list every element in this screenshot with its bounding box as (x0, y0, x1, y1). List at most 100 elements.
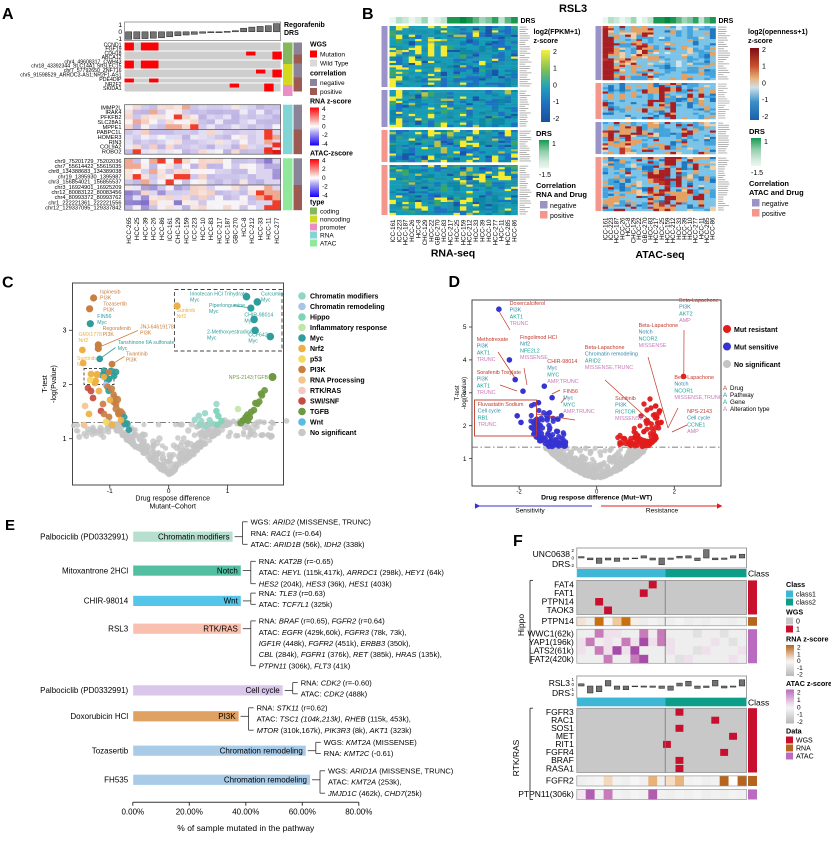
svg-text:ICC-161: ICC-161 (167, 217, 174, 241)
svg-text:1: 1 (463, 456, 467, 463)
svg-text:Regorafenib: Regorafenib (284, 22, 325, 29)
svg-text:HCC-217: HCC-217 (216, 217, 223, 244)
svg-text:z-score: z-score (534, 38, 559, 45)
svg-text:-2: -2 (322, 132, 328, 139)
svg-text:Nrf2: Nrf2 (310, 346, 324, 353)
svg-text:T-test: T-test (42, 375, 49, 393)
svg-text:No significant: No significant (310, 430, 357, 437)
svg-text:WGS: WGS (310, 42, 327, 49)
svg-text:z-score: z-score (748, 38, 773, 45)
svg-text:positive: positive (320, 89, 342, 96)
svg-text:Nrf2: Nrf2 (177, 314, 187, 320)
svg-text:Myc: Myc (310, 336, 324, 343)
svg-text:RNA: RNA (320, 233, 334, 240)
svg-text:type: type (310, 200, 325, 207)
svg-text:PI3K: PI3K (126, 358, 138, 364)
svg-text:Nrf2: Nrf2 (77, 362, 87, 368)
svg-text:2: 2 (553, 49, 557, 56)
svg-text:-1.5: -1.5 (539, 172, 551, 179)
svg-text:1: 1 (226, 488, 230, 495)
svg-text:0: 0 (118, 29, 122, 36)
svg-text:NPS-2143;TGFB: NPS-2143;TGFB (229, 375, 269, 381)
svg-text:RSL3: RSL3 (559, 3, 587, 15)
svg-text:HCC-25: HCC-25 (134, 217, 141, 240)
svg-text:-2: -2 (322, 184, 328, 191)
svg-text:4: 4 (463, 357, 467, 364)
svg-text:4: 4 (322, 106, 326, 113)
svg-text:ATAC and Drug: ATAC and Drug (749, 188, 804, 197)
svg-text:HCC-8: HCC-8 (241, 217, 248, 237)
svg-text:5: 5 (463, 324, 467, 331)
svg-text:HCC-11: HCC-11 (266, 217, 273, 240)
svg-text:ATAC-zscore: ATAC-zscore (310, 151, 353, 158)
svg-text:Correlation: Correlation (536, 181, 576, 190)
svg-text:Wnt: Wnt (310, 420, 324, 427)
svg-text:Myc: Myc (209, 309, 219, 315)
svg-text:Chromatin remodeling: Chromatin remodeling (310, 304, 385, 311)
svg-text:-4: -4 (322, 192, 328, 199)
svg-text:log2(FPKM+1): log2(FPKM+1) (534, 29, 581, 36)
svg-text:HCC-39: HCC-39 (142, 217, 149, 240)
svg-text:SKIDA1: SKIDA1 (103, 86, 122, 92)
svg-text:4: 4 (322, 158, 326, 165)
svg-text:Mutation: Mutation (320, 52, 345, 59)
svg-text:DRS: DRS (719, 18, 734, 25)
svg-text:noncoding: noncoding (320, 217, 350, 224)
svg-text:HCC-86: HCC-86 (159, 217, 166, 240)
svg-text:-2: -2 (762, 114, 768, 121)
svg-text:2: 2 (322, 115, 326, 122)
svg-text:B: B (362, 6, 374, 23)
svg-text:CHC-129: CHC-129 (175, 217, 182, 244)
svg-text:HCC-33: HCC-33 (257, 217, 264, 240)
svg-text:Myc: Myc (261, 298, 271, 304)
svg-text:negative: negative (762, 201, 789, 208)
svg-text:-1: -1 (762, 97, 768, 104)
svg-text:-1: -1 (553, 99, 559, 106)
svg-text:chr12_129337095_129337842: chr12_129337095_129337842 (45, 205, 121, 211)
svg-text:PI3K: PI3K (310, 367, 326, 374)
svg-text:1: 1 (553, 66, 557, 73)
svg-text:HCC-10: HCC-10 (200, 217, 207, 240)
svg-text:2: 2 (463, 423, 467, 430)
svg-text:Sensitivity: Sensitivity (515, 508, 545, 515)
svg-text:Correlation: Correlation (749, 179, 789, 188)
svg-text:-log(Pvalue): -log(Pvalue) (51, 365, 58, 403)
svg-text:SWI/SNF: SWI/SNF (310, 399, 340, 406)
svg-text:Nrf2: Nrf2 (79, 338, 89, 344)
svg-text:RTK/RAS: RTK/RAS (310, 388, 341, 395)
svg-text:Hippo: Hippo (310, 315, 330, 322)
svg-text:PI3K: PI3K (103, 308, 115, 314)
svg-text:DRS: DRS (284, 30, 299, 37)
svg-text:D: D (449, 274, 461, 291)
svg-text:PI3K: PI3K (103, 332, 115, 338)
svg-text:Myc: Myc (244, 319, 254, 325)
svg-text:ATAC-seq: ATAC-seq (635, 249, 684, 261)
svg-text:negative: negative (320, 80, 345, 87)
svg-text:Myc: Myc (248, 339, 258, 345)
svg-text:GBC-270: GBC-270 (233, 217, 240, 244)
svg-text:HCC-83: HCC-83 (208, 217, 215, 240)
svg-text:-1: -1 (107, 488, 113, 495)
svg-text:Myc: Myc (207, 336, 217, 342)
svg-text:DRS: DRS (749, 127, 765, 136)
svg-text:HCC-277: HCC-277 (274, 217, 281, 244)
svg-text:HCC-265: HCC-265 (126, 217, 133, 244)
svg-text:PI3K: PI3K (140, 331, 152, 337)
svg-text:0: 0 (167, 488, 171, 495)
svg-text:ROBO2: ROBO2 (102, 150, 122, 156)
svg-text:3: 3 (63, 328, 67, 335)
svg-text:ATAC: ATAC (320, 241, 337, 248)
svg-text:DRS: DRS (536, 129, 552, 138)
svg-text:HCC-212: HCC-212 (249, 217, 256, 244)
svg-text:Inflammatory response: Inflammatory response (310, 325, 387, 332)
svg-text:RNA-seq: RNA-seq (431, 248, 475, 260)
svg-text:p53: p53 (310, 357, 322, 364)
svg-text:HCC-86: HCC-86 (710, 217, 717, 240)
svg-text:Drug respose difference (Mut−W: Drug respose difference (Mut−WT) (541, 495, 652, 502)
svg-text:DRS: DRS (521, 18, 536, 25)
svg-text:HCC-86: HCC-86 (512, 219, 519, 242)
svg-text:Resistance: Resistance (646, 508, 679, 515)
svg-text:2: 2 (762, 47, 766, 54)
svg-text:-2: -2 (553, 116, 559, 123)
svg-text:1: 1 (118, 22, 122, 29)
